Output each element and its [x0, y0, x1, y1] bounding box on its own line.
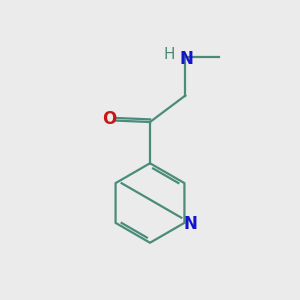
Text: O: O	[102, 110, 116, 128]
Text: N: N	[180, 50, 194, 68]
Text: N: N	[184, 215, 198, 233]
Text: H: H	[164, 47, 175, 62]
